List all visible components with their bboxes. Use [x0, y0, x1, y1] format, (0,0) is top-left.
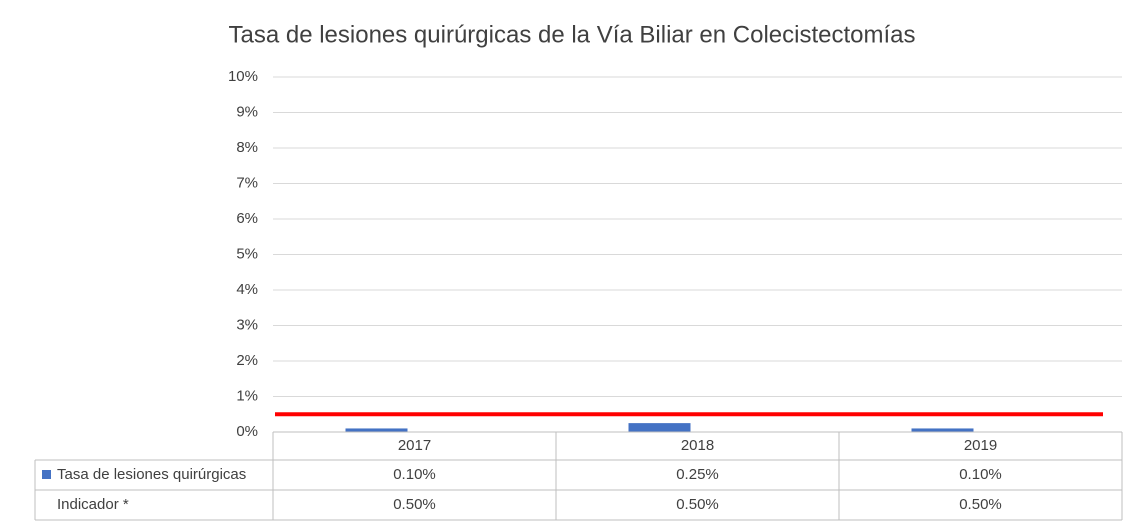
y-tick-label: 2% — [236, 352, 258, 369]
y-tick-label: 7% — [236, 174, 258, 191]
x-tick-label: 2019 — [964, 437, 997, 454]
table-value: 0.50% — [393, 496, 436, 513]
table-value: 0.10% — [959, 466, 1002, 483]
table-value: 0.25% — [676, 466, 719, 483]
y-tick-label: 8% — [236, 139, 258, 156]
table-value: 0.50% — [959, 496, 1002, 513]
y-tick-label: 5% — [236, 245, 258, 262]
chart-title: Tasa de lesiones quirúrgicas de la Vía B… — [228, 21, 915, 48]
y-tick-label: 0% — [236, 423, 258, 440]
bar — [628, 423, 691, 432]
y-tick-label: 10% — [228, 68, 258, 85]
data-table — [34, 432, 1123, 521]
x-tick-label: 2017 — [398, 437, 431, 454]
y-tick-label: 4% — [236, 281, 258, 298]
bar — [911, 428, 974, 432]
y-tick-label: 1% — [236, 387, 258, 404]
x-tick-label: 2018 — [681, 437, 714, 454]
legend-label: Tasa de lesiones quirúrgicas — [57, 466, 246, 483]
bar — [345, 428, 408, 432]
y-tick-label: 6% — [236, 210, 258, 227]
legend-label: Indicador * — [57, 496, 129, 513]
legend-key — [42, 470, 51, 479]
table-value: 0.10% — [393, 466, 436, 483]
y-tick-label: 3% — [236, 316, 258, 333]
table-value: 0.50% — [676, 496, 719, 513]
y-tick-label: 9% — [236, 103, 258, 120]
